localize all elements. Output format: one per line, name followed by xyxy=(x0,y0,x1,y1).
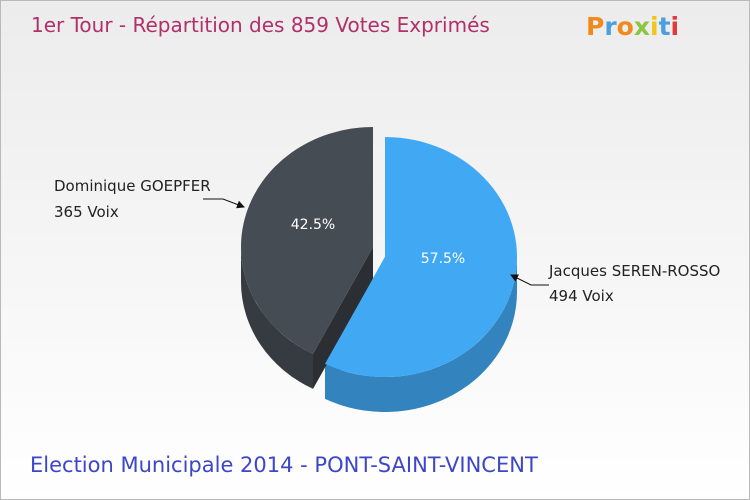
percent-label-seren-rosso: 57.5% xyxy=(421,251,465,267)
proxiti-logo-text: Proxiti xyxy=(586,12,679,41)
chart-title: 1er Tour - Répartition des 859 Votes Exp… xyxy=(31,13,490,37)
candidate-name-seren-rosso: Jacques SEREN-ROSSO xyxy=(548,262,720,280)
candidate-votes-seren-rosso: 494 Voix xyxy=(549,287,614,305)
pie-slice-wall xyxy=(313,247,373,389)
pie-slice-goepfer xyxy=(240,127,373,354)
chart-footer: Election Municipale 2014 - PONT-SAINT-VI… xyxy=(30,453,538,477)
candidate-name-goepfer: Dominique GOEPFER xyxy=(54,177,211,195)
pie-slice-seren-rosso xyxy=(325,137,517,378)
pie-slice-goepfer-side xyxy=(241,247,373,389)
leader-line-goepfer xyxy=(203,198,245,209)
proxiti-logo: Proxiti xyxy=(586,12,679,41)
leader-line-seren-rosso xyxy=(510,274,549,286)
percent-label-goepfer: 42.5% xyxy=(291,217,335,233)
pie-slice-rim xyxy=(325,257,518,413)
candidate-votes-goepfer: 365 Voix xyxy=(54,203,119,221)
pie-slice-rim xyxy=(241,247,314,389)
